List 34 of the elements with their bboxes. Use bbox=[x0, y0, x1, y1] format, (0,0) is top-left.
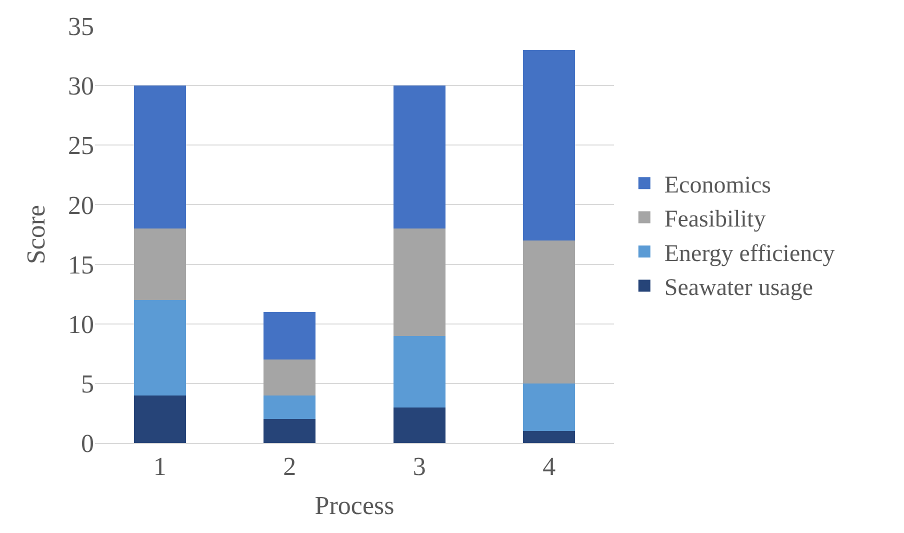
legend-label: Seawater usage bbox=[664, 275, 813, 302]
legend-label: Energy efficiency bbox=[664, 240, 835, 267]
bar bbox=[134, 300, 186, 396]
bar bbox=[393, 407, 446, 443]
x-tick-label: 2 bbox=[283, 452, 296, 482]
bar bbox=[393, 336, 446, 408]
legend-label: Feasibility bbox=[664, 206, 766, 233]
y-tick-label: 0 bbox=[81, 429, 94, 458]
bar bbox=[393, 228, 446, 336]
bar bbox=[264, 312, 316, 360]
bar bbox=[523, 50, 576, 240]
bar bbox=[134, 228, 186, 300]
y-axis-title: Score bbox=[21, 204, 50, 264]
y-tick-label: 25 bbox=[68, 131, 94, 160]
bar bbox=[134, 86, 186, 229]
bar bbox=[523, 431, 576, 443]
bar bbox=[523, 240, 576, 384]
y-tick-label: 20 bbox=[68, 190, 94, 220]
y-tick-label: 15 bbox=[68, 250, 94, 280]
x-tick-label: 4 bbox=[542, 452, 556, 482]
y-tick-label: 35 bbox=[68, 12, 94, 42]
y-tick-label: 10 bbox=[68, 310, 94, 339]
bar bbox=[264, 419, 316, 443]
bar bbox=[134, 395, 186, 443]
x-tick-label: 1 bbox=[153, 452, 166, 482]
bar bbox=[393, 86, 446, 229]
bar bbox=[264, 360, 316, 396]
y-tick-label: 30 bbox=[68, 72, 94, 101]
legend-label: Economics bbox=[664, 172, 772, 198]
x-tick-label: 3 bbox=[412, 452, 426, 482]
x-axis-title: Process bbox=[314, 490, 394, 520]
bar bbox=[264, 395, 316, 420]
y-tick-label: 5 bbox=[81, 370, 94, 399]
bar bbox=[523, 383, 576, 432]
